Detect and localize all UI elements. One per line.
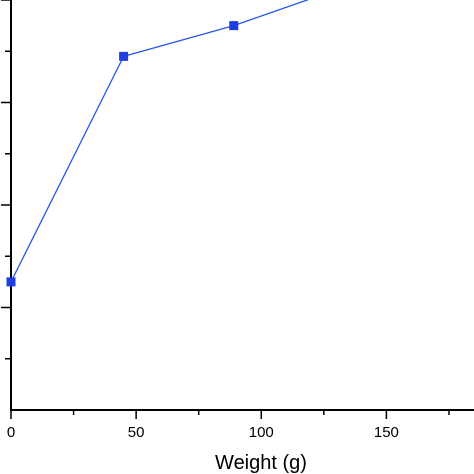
- x-tick-label: 50: [128, 424, 145, 441]
- data-point-marker: [6, 277, 16, 287]
- x-axis-title: Weight (g): [215, 452, 307, 474]
- x-tick-label: 0: [7, 424, 15, 441]
- series-line: [10, 0, 310, 283]
- series-lines: [10, 0, 310, 283]
- data-point-marker: [229, 21, 239, 31]
- series-markers: [6, 21, 239, 287]
- x-tick-label: 150: [374, 424, 399, 441]
- x-tick-labels: 0 50 100 150: [7, 424, 399, 441]
- x-tick-label: 100: [249, 424, 274, 441]
- axes: [1, 0, 474, 419]
- data-point-marker: [119, 51, 129, 61]
